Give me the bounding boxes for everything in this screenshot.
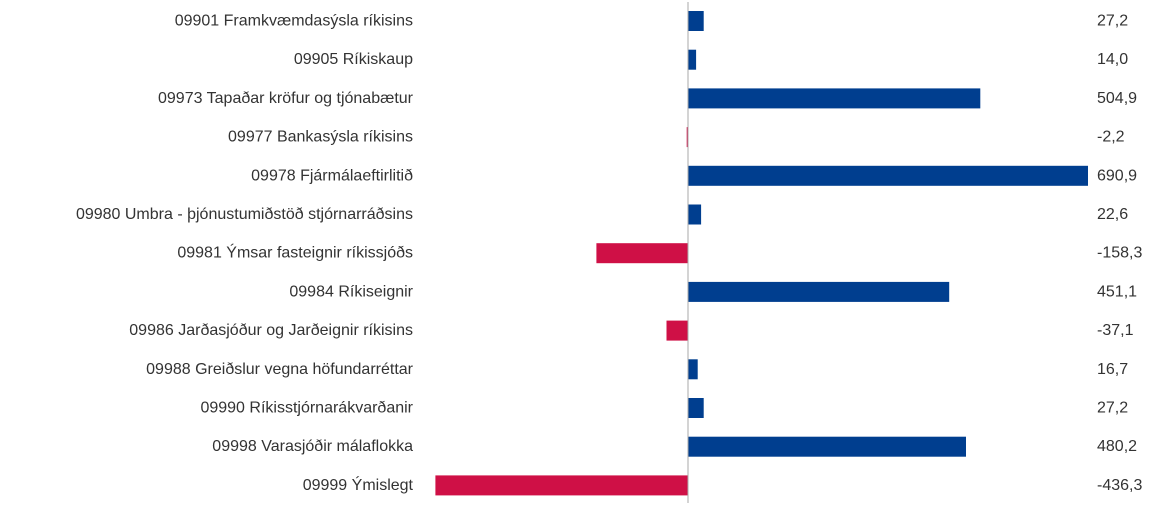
value-label: -436,3 [1097,477,1142,494]
bar [688,165,1088,186]
category-label: 09988 Greiðslur vegna höfundarréttar [146,361,414,378]
value-label: -37,1 [1097,322,1134,339]
value-label: 480,2 [1097,438,1137,455]
category-label: 09999 Ýmislegt [303,475,414,494]
bar [596,243,688,264]
value-labels: 27,2 14,0 504,9 -2,2 690,9 22,6 -158,3 451,1 -37… [1097,13,1142,494]
category-label: 09901 Framkvæmdasýsla ríkisins [175,13,413,30]
category-label: 09978 Fjármálaeftirlitið [251,167,413,184]
category-label: 09980 Umbra - þjónustumiðstöð stjórnarrá… [76,206,413,223]
category-labels: 09901 Framkvæmdasýsla ríkisins 09905 Ríki… [76,13,414,494]
value-label: 451,1 [1097,283,1137,300]
value-label: 27,2 [1097,13,1128,30]
value-label: 27,2 [1097,400,1128,417]
value-label: 16,7 [1097,361,1128,378]
category-label: 09981 Ýmsar fasteignir ríkissjóðs [177,243,413,262]
category-label: 09984 Ríkiseignir [289,283,413,300]
value-label: -2,2 [1097,129,1125,146]
category-label: 09990 Ríkisstjórnarákvarðanir [200,400,413,417]
bar [666,320,688,341]
value-label: -158,3 [1097,245,1142,262]
bar [688,49,697,70]
category-label: 09905 Ríkiskaup [294,51,413,68]
category-label: 09977 Bankasýsla ríkisins [228,129,413,146]
category-label: 09986 Jarðasjóður og Jarðeignir ríkisins [129,322,413,339]
bar [688,398,704,418]
category-label: 09998 Varasjóðir málaflokka [212,438,413,455]
value-label: 504,9 [1097,90,1137,107]
bars-group [435,11,1088,496]
bar [688,281,950,302]
bar [688,436,966,457]
bar [688,88,981,109]
value-label: 690,9 [1097,167,1137,184]
bar [686,127,688,148]
bar [688,359,698,380]
value-label: 22,6 [1097,206,1128,223]
bar [435,475,688,496]
bar [688,11,704,31]
value-label: 14,0 [1097,51,1128,68]
category-label: 09973 Tapaðar kröfur og tjónabætur [158,90,414,107]
bar [688,204,702,225]
